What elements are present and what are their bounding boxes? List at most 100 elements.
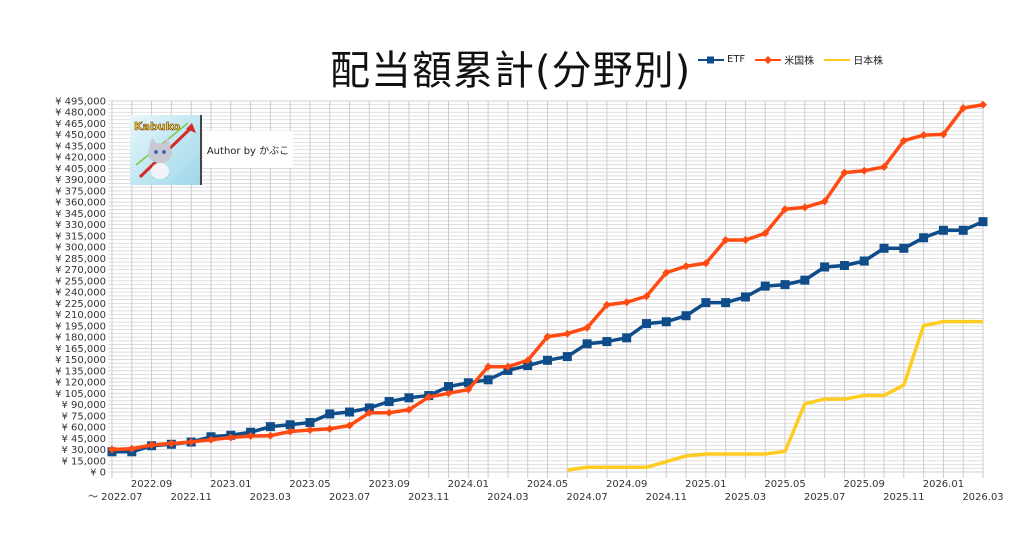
data-point — [839, 261, 849, 271]
x-tick-label: 2025.07 — [804, 492, 845, 503]
data-point — [642, 292, 651, 301]
x-tick-label: 2025.11 — [883, 492, 924, 503]
y-tick-label: ¥ 45,000 — [61, 434, 106, 445]
data-point — [305, 418, 315, 428]
series-layer — [107, 100, 988, 472]
data-point — [147, 441, 156, 450]
data-point — [404, 393, 414, 403]
data-point — [187, 438, 196, 447]
legend-item-etf: ETF — [698, 54, 745, 65]
data-point — [226, 433, 235, 442]
data-point — [661, 317, 671, 327]
grid — [108, 100, 984, 478]
legend-label-us-stocks: 米国株 — [784, 56, 815, 67]
logo-illustration-icon — [135, 122, 196, 179]
x-tick-label: 2024.01 — [448, 479, 489, 490]
data-point — [820, 262, 830, 272]
data-point — [325, 409, 335, 419]
data-point — [404, 405, 413, 414]
data-point — [938, 225, 948, 235]
data-point — [919, 233, 929, 243]
x-tick-label: 2023.05 — [289, 479, 330, 490]
y-tick-label: ¥ 285,000 — [55, 254, 106, 265]
data-point — [503, 362, 512, 371]
data-point — [820, 197, 829, 206]
x-tick-label: 2026.03 — [962, 492, 1003, 503]
data-point — [721, 298, 731, 308]
legend-swatch-etf — [698, 56, 724, 63]
data-point — [285, 420, 295, 430]
y-tick-label: ¥ 150,000 — [55, 355, 106, 366]
data-point — [483, 375, 493, 385]
data-point — [899, 243, 909, 253]
legend: ETF 米国株 日本株 — [698, 52, 883, 67]
x-tick-label: 2024.03 — [487, 492, 528, 503]
data-point — [682, 262, 691, 271]
x-tick-label: 2023.11 — [408, 492, 449, 503]
data-point — [305, 426, 314, 435]
x-tick-label: 2023.03 — [250, 492, 291, 503]
y-tick-label: ¥ 480,000 — [55, 108, 106, 119]
x-tick-label: 2024.11 — [646, 492, 687, 503]
x-tick-label: ～ 2022.07 — [88, 492, 143, 503]
data-point — [761, 229, 770, 238]
data-point — [879, 243, 889, 253]
data-point — [859, 256, 869, 266]
legend-item-us-stocks: 米国株 — [755, 52, 814, 67]
data-point — [108, 445, 116, 454]
data-point — [444, 382, 454, 392]
data-point — [741, 236, 750, 245]
y-tick-label: ¥ 465,000 — [55, 119, 106, 130]
y-tick-label: ¥ 210,000 — [55, 310, 106, 321]
data-point — [978, 217, 988, 227]
data-point — [484, 362, 493, 371]
data-point — [364, 403, 374, 413]
y-tick-label: ¥ 405,000 — [55, 164, 106, 175]
data-point — [781, 205, 790, 214]
data-point — [562, 352, 572, 362]
series-1 — [108, 100, 987, 454]
data-point — [167, 439, 176, 448]
data-point — [384, 397, 394, 407]
data-point — [880, 162, 889, 171]
y-tick-label: ¥ 90,000 — [61, 400, 106, 411]
data-point — [385, 408, 394, 417]
series-line-2 — [567, 319, 983, 472]
y-tick-label: ¥ 30,000 — [61, 445, 106, 456]
y-tick-label: ¥ 240,000 — [55, 288, 106, 299]
data-point — [365, 408, 374, 417]
data-point — [523, 356, 532, 365]
data-point — [563, 329, 572, 338]
data-point — [899, 136, 908, 145]
data-point — [463, 378, 473, 388]
legend-label-jp-stocks: 日本株 — [853, 56, 884, 67]
y-tick-label: ¥ 75,000 — [61, 411, 106, 422]
y-tick-label: ¥ 315,000 — [55, 231, 106, 242]
y-tick-label: ¥ 495,000 — [55, 97, 106, 108]
y-tick-label: ¥ 435,000 — [55, 141, 106, 152]
y-tick-label: ¥ 375,000 — [55, 186, 106, 197]
data-point — [760, 281, 770, 291]
x-tick-label: 2024.05 — [527, 479, 568, 490]
data-point — [602, 300, 611, 309]
data-point — [266, 431, 275, 440]
data-point — [206, 435, 215, 444]
data-point — [701, 259, 710, 268]
data-point — [345, 421, 354, 430]
y-tick-label: ¥ 0 — [90, 468, 106, 479]
data-point — [919, 131, 928, 140]
x-tick-label: 2023.07 — [329, 492, 370, 503]
kabuko-logo: Kabuko — [130, 115, 202, 185]
data-point — [543, 332, 552, 341]
y-tick-label: ¥ 450,000 — [55, 130, 106, 141]
y-tick-label: ¥ 300,000 — [55, 243, 106, 254]
y-tick-label: ¥ 15,000 — [61, 456, 106, 467]
y-tick-label: ¥ 390,000 — [55, 175, 106, 186]
data-point — [740, 292, 750, 302]
author-credit: Author by かぶこ — [203, 131, 293, 168]
y-axis-ticks: ¥ 0¥ 15,000¥ 30,000¥ 45,000¥ 60,000¥ 75,… — [55, 97, 106, 479]
data-point — [721, 236, 730, 245]
data-point — [681, 311, 691, 321]
data-point — [780, 280, 790, 290]
